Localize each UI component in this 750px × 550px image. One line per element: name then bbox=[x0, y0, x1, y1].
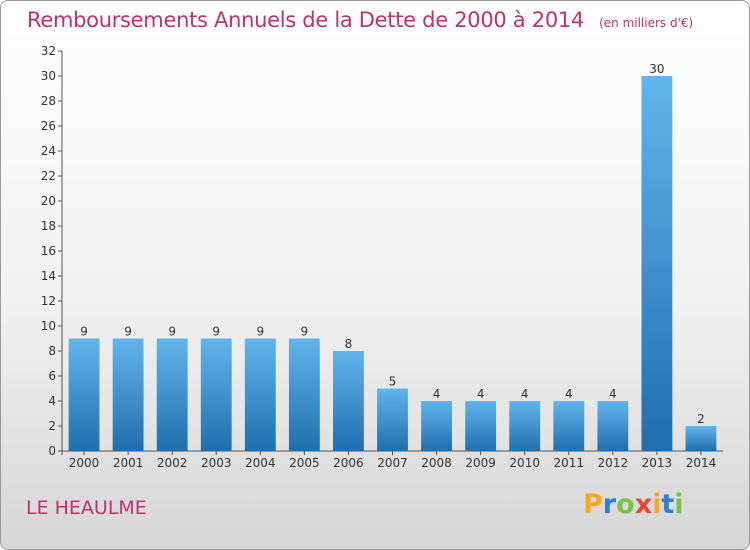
logo-letter: o bbox=[616, 489, 635, 520]
bar-2011 bbox=[553, 401, 585, 451]
logo-letter: i bbox=[652, 489, 662, 520]
x-tick-label-2004: 2004 bbox=[245, 456, 276, 470]
bar-2003 bbox=[200, 338, 232, 451]
title-text: Remboursements Annuels de la Dette de 20… bbox=[27, 8, 584, 32]
x-tick-label-2013: 2013 bbox=[642, 456, 673, 470]
y-tick-label: 6 bbox=[48, 369, 56, 383]
y-tick-label: 22 bbox=[41, 169, 56, 183]
x-tick-label-2009: 2009 bbox=[465, 456, 496, 470]
y-tick-label: 20 bbox=[41, 194, 56, 208]
bar-2010 bbox=[509, 401, 541, 451]
y-tick-label: 12 bbox=[41, 294, 56, 308]
data-label-2009: 4 bbox=[477, 387, 485, 401]
y-tick-label: 24 bbox=[41, 144, 56, 158]
y-tick-label: 26 bbox=[41, 119, 56, 133]
data-label-2003: 9 bbox=[212, 325, 220, 339]
data-label-2010: 4 bbox=[521, 387, 529, 401]
y-tick-label: 14 bbox=[41, 269, 56, 283]
x-tick-label-2002: 2002 bbox=[157, 456, 188, 470]
bar-2012 bbox=[597, 401, 629, 451]
logo-letter: t bbox=[661, 489, 675, 520]
bar-2002 bbox=[156, 338, 188, 451]
data-label-2013: 30 bbox=[649, 62, 664, 76]
logo-letter: P bbox=[583, 489, 603, 520]
chart-title: Remboursements Annuels de la Dette de 20… bbox=[27, 8, 693, 32]
bar-2001 bbox=[112, 338, 144, 451]
y-tick-label: 28 bbox=[41, 94, 56, 108]
bar-2009 bbox=[465, 401, 497, 451]
bar-2004 bbox=[244, 338, 276, 451]
x-tick-label-2000: 2000 bbox=[69, 456, 100, 470]
y-tick-label: 0 bbox=[48, 444, 56, 458]
y-tick-label: 10 bbox=[41, 319, 56, 333]
bar-2008 bbox=[421, 401, 452, 451]
y-tick-label: 32 bbox=[41, 44, 56, 58]
y-tick-label: 16 bbox=[41, 244, 56, 258]
x-tick-label-2005: 2005 bbox=[289, 456, 320, 470]
bar-2005 bbox=[288, 338, 320, 451]
data-label-2011: 4 bbox=[565, 387, 573, 401]
data-label-2014: 2 bbox=[697, 412, 705, 426]
data-label-2012: 4 bbox=[609, 387, 617, 401]
data-label-2006: 8 bbox=[345, 337, 353, 351]
bars: 9 9 9 9 9 9 8 5 4 4 4 4 4 30 2 bbox=[68, 62, 717, 451]
bar-2006 bbox=[333, 351, 364, 451]
x-tick-label-2006: 2006 bbox=[333, 456, 364, 470]
x-tick-label-2010: 2010 bbox=[509, 456, 540, 470]
data-label-2005: 9 bbox=[301, 325, 309, 339]
logo-letter: r bbox=[602, 489, 617, 520]
logo-letter: x bbox=[634, 489, 653, 520]
y-tick-label: 30 bbox=[41, 69, 56, 83]
x-tick-label-2014: 2014 bbox=[686, 456, 717, 470]
x-tick-label-2003: 2003 bbox=[201, 456, 232, 470]
y-tick-label: 4 bbox=[48, 394, 56, 408]
proxiti-logo: Proxiti bbox=[583, 489, 684, 520]
data-label-2000: 9 bbox=[80, 325, 88, 339]
y-tick-label: 2 bbox=[48, 419, 56, 433]
bar-2000 bbox=[68, 338, 100, 451]
x-tick-label-2008: 2008 bbox=[421, 456, 452, 470]
x-tick-label-2011: 2011 bbox=[553, 456, 584, 470]
x-tick-label-2007: 2007 bbox=[377, 456, 408, 470]
bar-2013 bbox=[641, 76, 673, 451]
data-label-2007: 5 bbox=[389, 375, 397, 389]
commune-name: LE HEAULME bbox=[26, 497, 147, 519]
unit-text: (en milliers d'€) bbox=[599, 16, 694, 30]
data-label-2001: 9 bbox=[124, 325, 132, 339]
x-tick-label-2012: 2012 bbox=[598, 456, 629, 470]
data-label-2004: 9 bbox=[256, 325, 264, 339]
data-label-2008: 4 bbox=[433, 387, 441, 401]
y-tick-label: 18 bbox=[41, 219, 56, 233]
x-tick-label-2001: 2001 bbox=[113, 456, 144, 470]
bar-2014 bbox=[685, 426, 717, 451]
logo-letter: i bbox=[674, 489, 684, 520]
y-tick-label: 8 bbox=[48, 344, 56, 358]
bar-2007 bbox=[377, 388, 408, 451]
data-label-2002: 9 bbox=[168, 325, 176, 339]
